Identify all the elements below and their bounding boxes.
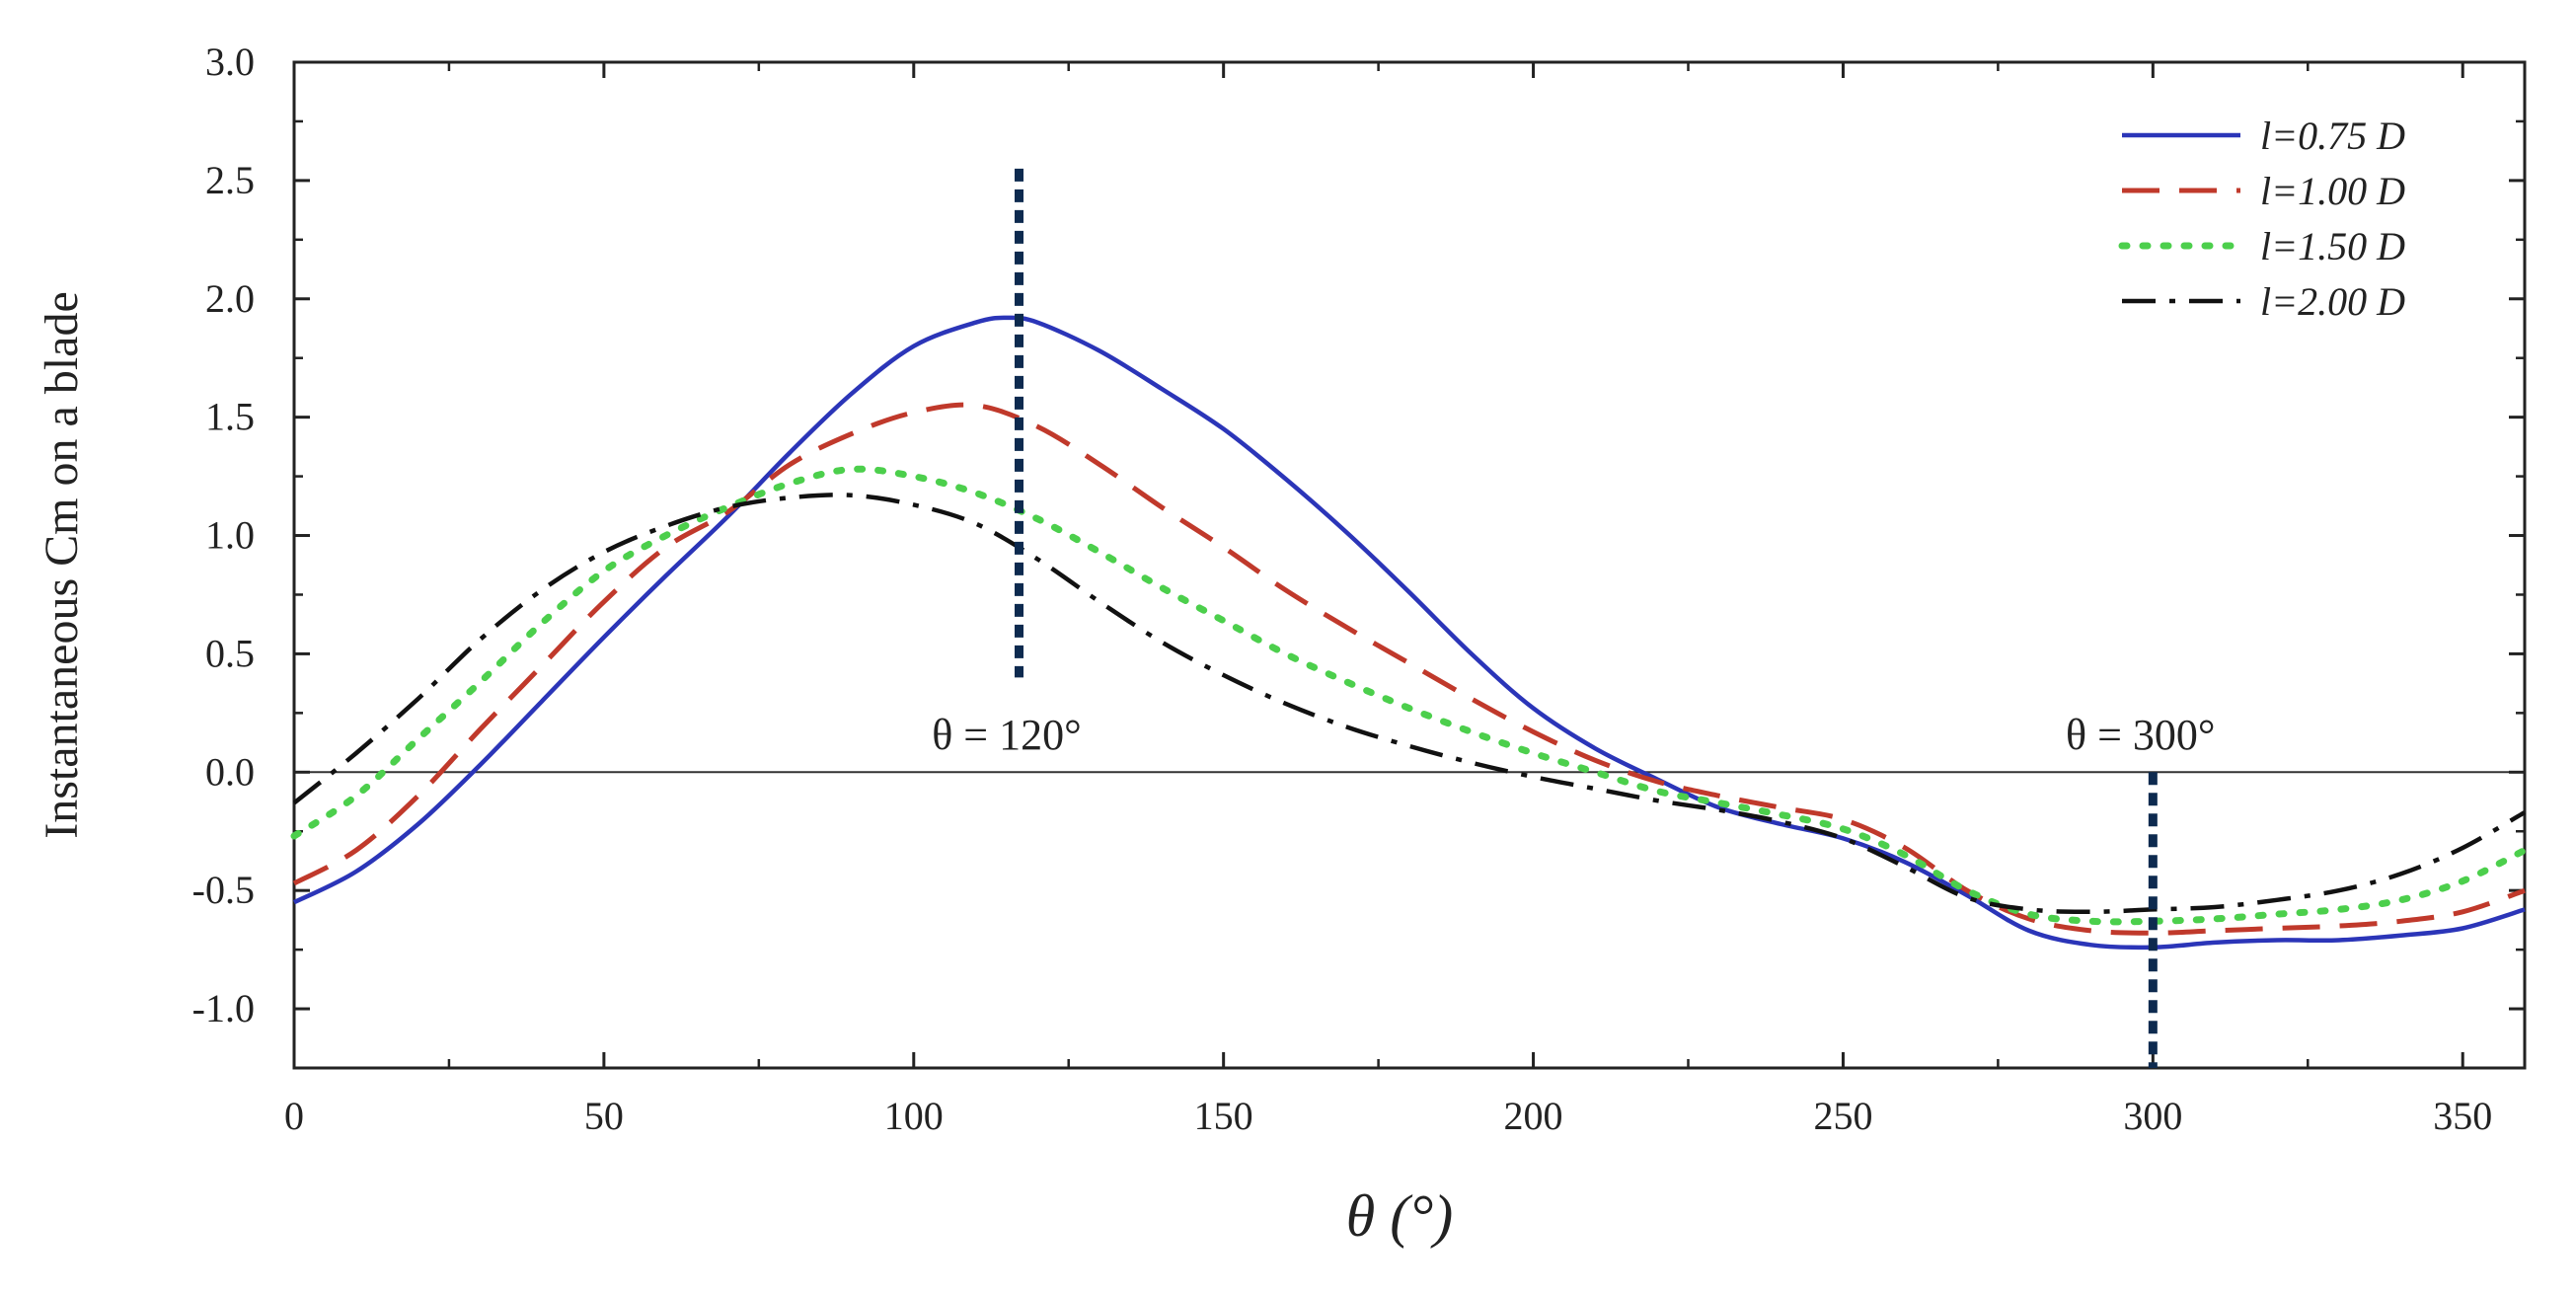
legend-label-4: l=2.00 D bbox=[2260, 279, 2405, 324]
y-tick-label: 2.0 bbox=[205, 276, 255, 321]
y-tick-label: 1.0 bbox=[205, 513, 255, 558]
legend-label-1: l=0.75 D bbox=[2260, 114, 2405, 158]
y-tick-label: 0.0 bbox=[205, 749, 255, 794]
x-tick-label: 150 bbox=[1194, 1094, 1253, 1138]
y-tick-label: -0.5 bbox=[192, 868, 255, 912]
x-tick-label: 100 bbox=[884, 1094, 944, 1138]
x-tick-label: 50 bbox=[584, 1094, 624, 1138]
y-tick-label: 0.5 bbox=[205, 631, 255, 675]
y-tick-label: 1.5 bbox=[205, 395, 255, 439]
x-tick-label: 250 bbox=[1813, 1094, 1872, 1138]
x-tick-label: 0 bbox=[284, 1094, 304, 1138]
series-line-1 bbox=[293, 315, 2526, 951]
legend-label-3: l=1.50 D bbox=[2260, 224, 2405, 268]
y-tick-label: 2.5 bbox=[205, 158, 255, 202]
x-tick-label: 350 bbox=[2433, 1094, 2492, 1138]
series-line-2 bbox=[292, 402, 2526, 936]
y-tick-label: 3.0 bbox=[205, 39, 255, 84]
annotation-label-2: θ = 300° bbox=[2066, 711, 2216, 759]
legend-label-2: l=1.00 D bbox=[2260, 169, 2405, 213]
series-line-3 bbox=[290, 465, 2529, 926]
y-tick-label: -1.0 bbox=[192, 986, 255, 1030]
series-line-4 bbox=[292, 493, 2527, 915]
x-axis-title: θ (°) bbox=[1346, 1183, 1453, 1249]
x-tick-label: 300 bbox=[2123, 1094, 2182, 1138]
x-tick-label: 200 bbox=[1504, 1094, 1563, 1138]
y-axis-title: Instantaneous Cm on a blade bbox=[36, 291, 88, 839]
annotation-label-1: θ = 120° bbox=[932, 711, 1082, 759]
plot-frame bbox=[292, 60, 2527, 1070]
